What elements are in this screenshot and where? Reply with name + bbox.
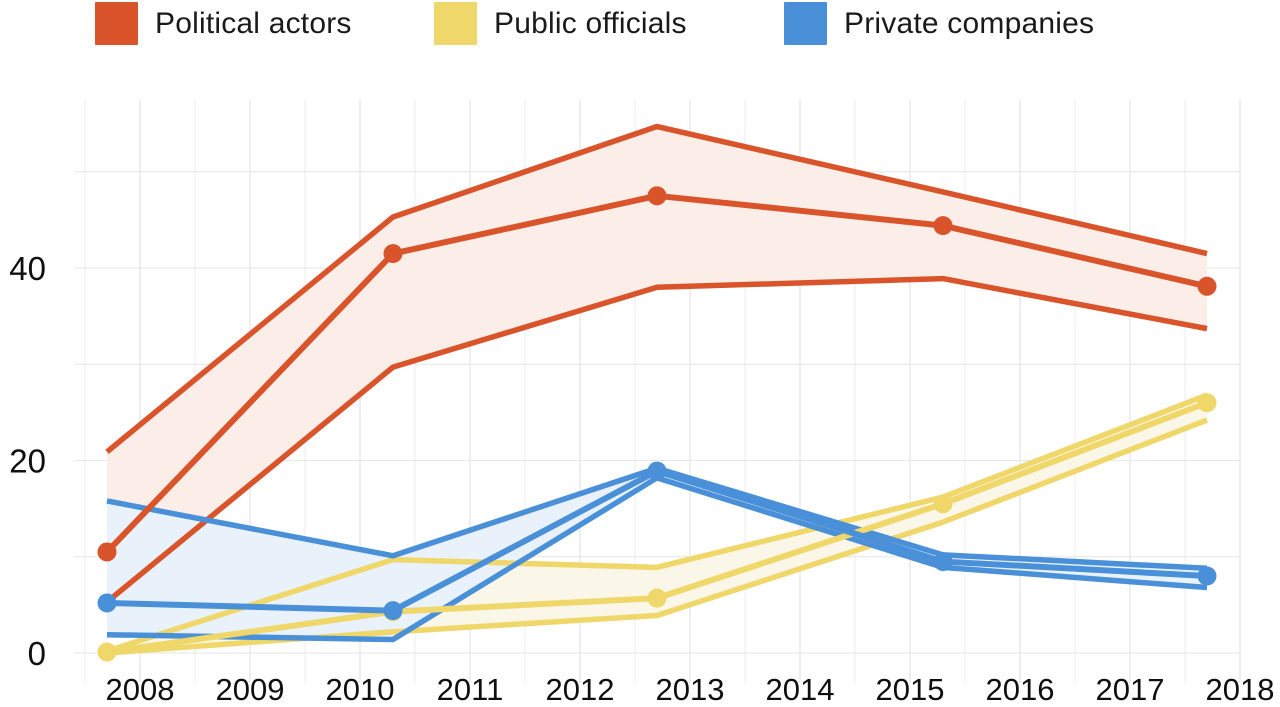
- lower-bound-political-actors: [105, 275, 1208, 605]
- legend-item-political-actors[interactable]: Political actors: [95, 2, 352, 45]
- marker-political-actors: [933, 216, 953, 236]
- marker-private-companies: [97, 593, 117, 613]
- legend-item-private-companies[interactable]: Private companies: [784, 2, 1094, 45]
- y-axis-labels: 0 20 40: [9, 250, 46, 672]
- band-private-companies: [107, 468, 1207, 640]
- series-markers: [97, 186, 1217, 662]
- marker-public-officials: [1197, 393, 1217, 413]
- x-axis-tick-label: 2017: [1096, 672, 1165, 707]
- x-axis-tick-label: 2009: [216, 672, 285, 707]
- confidence-bands: [107, 126, 1207, 653]
- x-axis-tick-label: 2013: [656, 672, 725, 707]
- x-axis-tick-label: 2014: [766, 672, 835, 707]
- legend-label-private-companies: Private companies: [844, 6, 1095, 40]
- y-axis-tick-label: 20: [9, 443, 46, 480]
- legend-swatch-political-actors: [95, 2, 138, 45]
- marker-public-officials: [97, 642, 117, 662]
- x-axis-tick-label: 2011: [437, 672, 504, 707]
- legend-swatch-private-companies: [784, 2, 827, 45]
- upper-bound-political-actors: [105, 123, 1208, 454]
- marker-political-actors: [647, 186, 667, 206]
- marker-political-actors: [97, 542, 117, 562]
- legend-label-political-actors: Political actors: [155, 6, 352, 40]
- x-axis-tick-label: 2018: [1206, 672, 1275, 707]
- y-axis-tick-label: 40: [9, 250, 46, 287]
- x-axis-tick-label: 2016: [986, 672, 1055, 707]
- marker-public-officials: [933, 494, 953, 514]
- x-axis-tick-label: 2015: [876, 672, 945, 707]
- x-axis-labels: 2008 2009 2010 2011 2012 2013 2014 2015 2016 2017…: [106, 672, 1275, 707]
- legend-item-public-officials[interactable]: Public officials: [434, 2, 687, 45]
- marker-private-companies: [933, 552, 953, 572]
- marker-private-companies: [383, 601, 403, 621]
- x-axis-tick-label: 2008: [106, 672, 175, 707]
- band-political-actors: [107, 126, 1207, 602]
- marker-private-companies: [1197, 566, 1217, 586]
- x-axis-tick-label: 2012: [546, 672, 615, 707]
- upper-bound-public-officials: [106, 392, 1208, 654]
- marker-public-officials: [647, 588, 667, 608]
- legend-swatch-public-officials: [434, 2, 477, 45]
- legend-label-public-officials: Public officials: [494, 6, 687, 40]
- marker-private-companies: [647, 461, 667, 481]
- y-axis-tick-label: 0: [28, 635, 46, 672]
- x-axis-tick-label: 2010: [326, 672, 395, 707]
- marker-political-actors: [383, 244, 403, 264]
- marker-political-actors: [1197, 276, 1217, 296]
- chart-legend: Political actors Public officials Privat…: [0, 0, 1280, 52]
